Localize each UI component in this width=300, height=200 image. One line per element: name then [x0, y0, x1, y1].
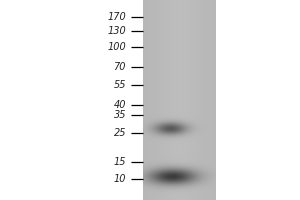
Text: 55: 55: [113, 80, 126, 90]
Text: 10: 10: [113, 174, 126, 184]
Text: 130: 130: [107, 26, 126, 36]
Text: 15: 15: [113, 157, 126, 167]
Text: 100: 100: [107, 42, 126, 52]
Text: 70: 70: [113, 62, 126, 72]
Text: 170: 170: [107, 12, 126, 22]
Text: 35: 35: [113, 110, 126, 120]
Text: 40: 40: [113, 100, 126, 110]
Text: 25: 25: [113, 128, 126, 138]
